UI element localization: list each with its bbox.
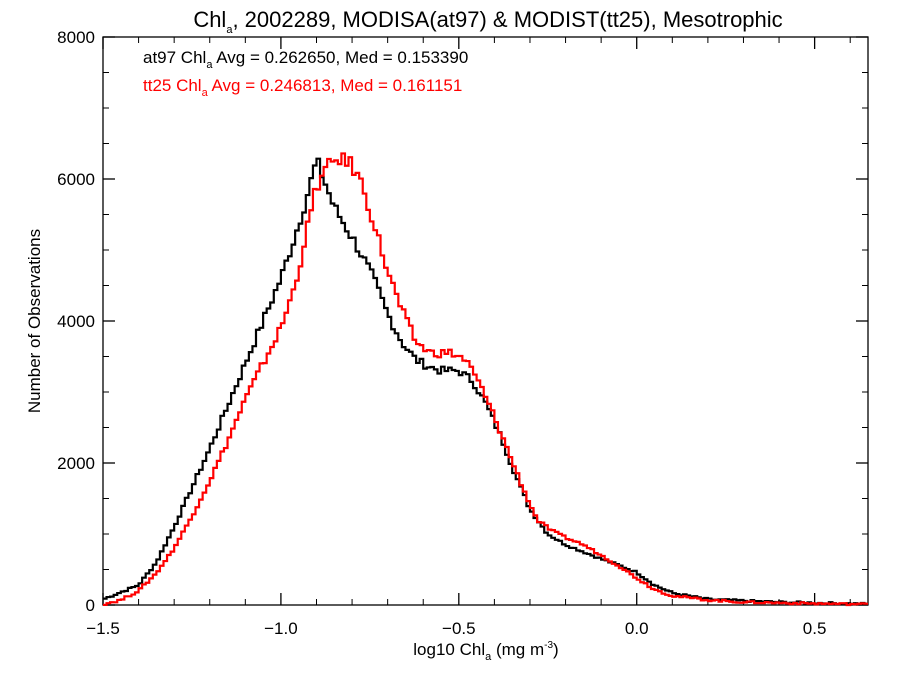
chart-title: Chla, 2002289, MODISA(at97) & MODIST(tt2… (193, 7, 782, 36)
x-tick-label: 0.0 (625, 619, 649, 638)
series-layer (103, 152, 868, 607)
x-tick-label: −1.0 (264, 619, 298, 638)
x-axis-label: log10 Chla (mg m-3) (413, 640, 558, 663)
axis-ticks: −1.5 −1.0 −0.5 0.0 0.5 0 2000 4000 6000 8000 (57, 28, 868, 638)
x-tick-label: 0.5 (803, 619, 827, 638)
annotation-tt25: tt25 Chla Avg = 0.246813, Med = 0.161151 (143, 76, 462, 99)
x-tick-label: −1.5 (86, 619, 120, 638)
series-line-tt25 (103, 152, 868, 607)
plot-frame (102, 36, 869, 606)
y-tick-label: 4000 (57, 312, 95, 331)
x-tick-label: −0.5 (442, 619, 476, 638)
y-tick-label: 0 (86, 596, 95, 615)
annotation-at97: at97 Chla Avg = 0.262650, Med = 0.153390 (143, 48, 468, 71)
y-axis-label: Number of Observations (25, 229, 44, 413)
y-tick-label: 6000 (57, 170, 95, 189)
y-tick-label: 2000 (57, 454, 95, 473)
y-tick-label: 8000 (57, 28, 95, 47)
series-line-at97 (103, 157, 868, 606)
